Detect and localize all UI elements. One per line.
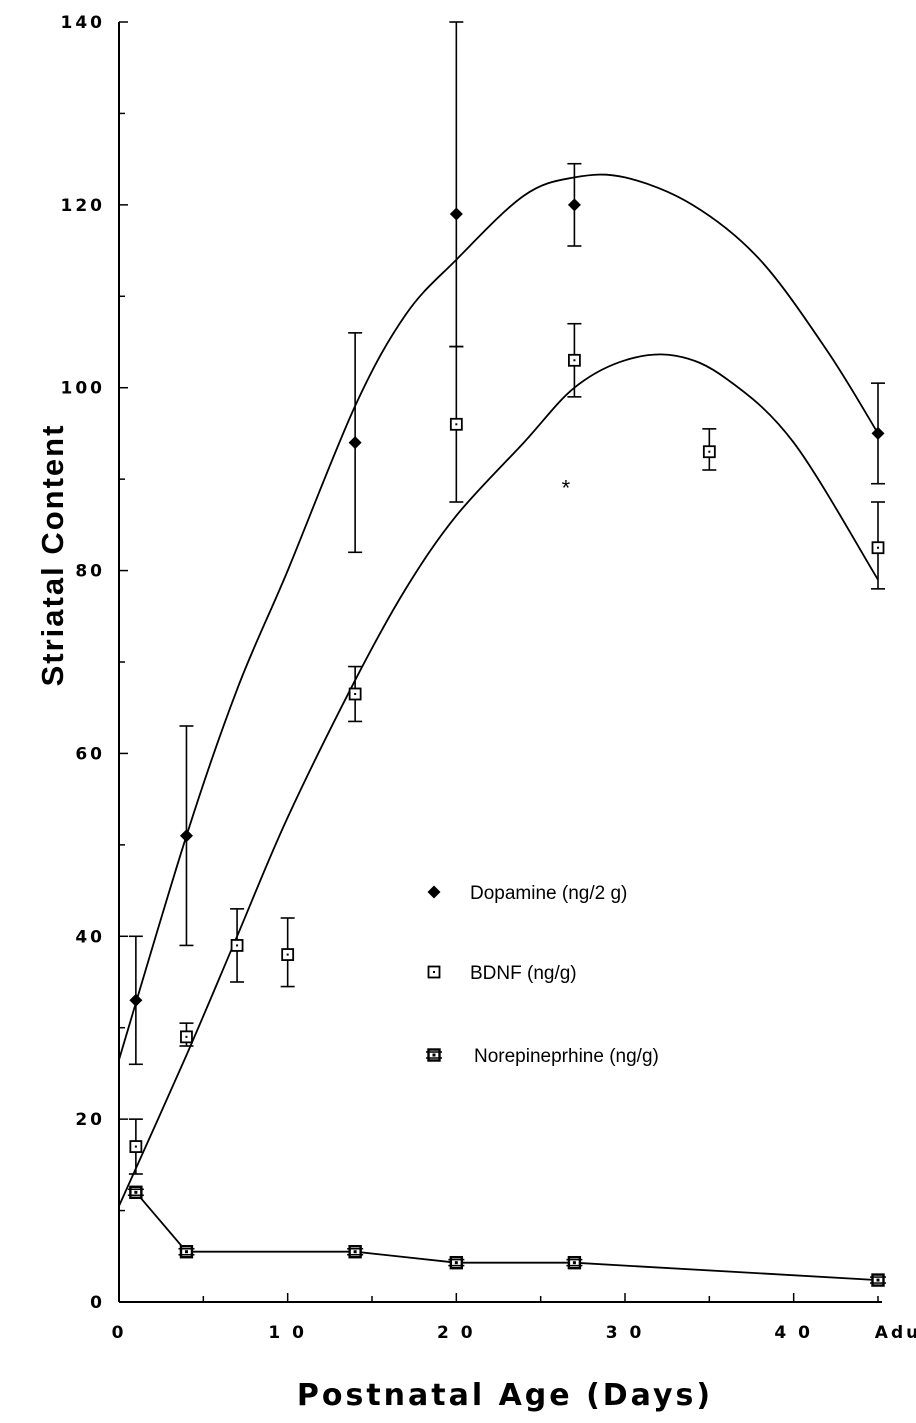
legend-dopamine-label: Dopamine (ng/2 g) <box>470 883 627 904</box>
dopamine-point <box>348 436 362 450</box>
annotations: * <box>562 476 571 501</box>
bdnf-point <box>281 948 295 961</box>
norepinephrine-point <box>347 1245 364 1259</box>
legend: Dopamine (ng/2 g) BDNF (ng/g) Norepineprhi… <box>426 883 659 1067</box>
y-tick-label: 20 <box>75 1110 105 1130</box>
x-tick-label: 1 0 <box>268 1323 307 1343</box>
bdnf-fit-curve <box>118 353 879 1207</box>
x-tick-label: 2 0 <box>437 1323 476 1343</box>
norepinephrine-point <box>870 1273 886 1287</box>
data-points <box>127 198 886 1287</box>
norepinephrine-line <box>135 1191 879 1281</box>
dopamine-fit-curve <box>118 173 879 1060</box>
dopamine-point <box>129 993 143 1007</box>
legend-item-dopamine: Dopamine (ng/2 g) <box>427 883 627 904</box>
bdnf-point <box>180 1030 193 1044</box>
norepinephrine-point <box>448 1255 465 1270</box>
norepinephrine-point <box>566 1255 583 1270</box>
x-tick-label: 0 <box>112 1323 127 1343</box>
legend-bdnf-label: BDNF (ng/g) <box>470 963 577 984</box>
norepinephrine-point <box>178 1245 195 1259</box>
bdnf-point <box>871 541 885 555</box>
bdnf-point <box>348 687 362 701</box>
x-tick-label: 3 0 <box>606 1323 645 1343</box>
dopamine-point <box>179 829 193 843</box>
legend-bdnf-marker <box>427 965 441 979</box>
legend-norepinephrine-label: Norepineprhine (ng/g) <box>474 1046 659 1067</box>
y-tick-label: 40 <box>75 927 105 947</box>
dopamine-error-bar <box>449 21 464 348</box>
bdnf-point <box>449 417 463 431</box>
y-axis-ticks: 0 20 40 60 80 100 120 140 <box>61 13 128 1313</box>
bdnf-point <box>129 1140 143 1153</box>
norepinephrine-point <box>127 1185 144 1199</box>
dopamine-point <box>567 198 581 212</box>
y-tick-label: 120 <box>61 196 106 216</box>
annotation-asterisk: * <box>562 476 571 501</box>
y-tick-label: 100 <box>61 379 106 399</box>
y-tick-label: 140 <box>61 13 106 33</box>
bdnf-point <box>568 353 581 367</box>
y-tick-label: 80 <box>75 562 105 582</box>
y-tick-label: 0 <box>90 1293 105 1313</box>
dopamine-point <box>449 207 463 221</box>
y-axis-label: Striatal Content <box>35 424 70 687</box>
bdnf-point <box>702 445 716 459</box>
bdnf-point <box>230 939 244 952</box>
y-tick-label: 60 <box>75 744 105 764</box>
legend-norepinephrine-marker <box>426 1048 442 1062</box>
legend-item-norepinephrine: Norepineprhine (ng/g) <box>426 1046 659 1067</box>
x-axis-label: Postnatal Age (Days) <box>297 1378 713 1413</box>
norepinephrine-line <box>135 1191 879 1281</box>
dopamine-point <box>871 426 885 440</box>
x-tick-label: 4 0 <box>774 1323 813 1343</box>
x-tick-label: Adult <box>875 1323 916 1343</box>
legend-dopamine-marker <box>427 885 441 899</box>
error-bars <box>128 21 885 1175</box>
legend-item-bdnf: BDNF (ng/g) <box>427 963 577 984</box>
x-axis-ticks: 0 1 0 2 0 3 0 4 0 Adult <box>112 1293 916 1343</box>
axes <box>118 22 882 1303</box>
